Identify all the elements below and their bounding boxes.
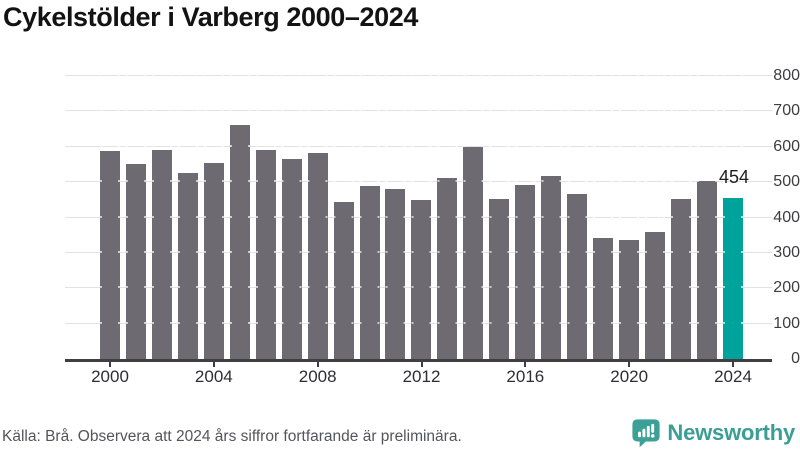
bar-2003 [177, 172, 198, 359]
value-label-2024: 454 [718, 167, 750, 188]
source-note: Källa: Brå. Observera att 2024 års siffr… [2, 428, 462, 445]
newsworthy-logo-icon [632, 419, 660, 448]
gridline-dots-100 [100, 321, 743, 324]
bar-2007 [281, 158, 302, 359]
bar-2020 [619, 239, 640, 359]
gridline-dots-200 [100, 286, 743, 289]
bar-2009 [333, 201, 354, 359]
bar-2024 [722, 198, 743, 359]
x-axis-label-2000: 2000 [91, 367, 129, 386]
gridline-dots-500 [100, 180, 743, 183]
y-axis-label-100: 100 [773, 314, 800, 332]
bar-2013 [437, 177, 458, 359]
x-axis-label-2004: 2004 [194, 367, 233, 386]
bar-2021 [645, 232, 666, 359]
bar-2022 [670, 199, 691, 359]
bar-2016 [515, 184, 536, 359]
bar-2000 [100, 151, 120, 359]
gridline-dots-700 [100, 109, 743, 112]
x-tick-2024 [732, 361, 734, 367]
x-axis-label-2012: 2012 [402, 367, 441, 386]
gridline-dots-300 [100, 250, 743, 253]
x-tick-2016 [524, 361, 527, 367]
newsworthy-logo[interactable]: Newsworthy [631, 418, 795, 448]
bar-2023 [696, 180, 717, 359]
bar-2014 [463, 146, 484, 359]
bar-2008 [307, 152, 328, 359]
plot-area [65, 74, 772, 362]
y-axis-label-500: 500 [773, 173, 800, 191]
y-axis-label-400: 400 [773, 208, 800, 226]
bar-2010 [359, 186, 380, 359]
x-axis-label-2008: 2008 [298, 367, 337, 386]
bar-2017 [541, 176, 562, 359]
y-axis-label-0: 0 [791, 350, 800, 367]
bar-2005 [229, 124, 250, 359]
y-axis-label-800: 800 [773, 67, 800, 84]
x-tick-2012 [420, 361, 423, 367]
y-axis-label-700: 700 [773, 102, 800, 120]
bar-2004 [203, 162, 224, 359]
x-tick-2000 [109, 361, 111, 367]
bar-2001 [125, 164, 146, 359]
y-axis-label-200: 200 [773, 279, 800, 297]
gridline-dots-400 [100, 215, 743, 218]
gridline-dots-600 [100, 144, 743, 147]
x-axis-label-2024: 2024 [714, 367, 752, 386]
bar-2019 [593, 237, 614, 359]
bar-2012 [411, 199, 432, 359]
chart-title: Cykelstölder i Varberg 2000–2024 [3, 2, 418, 32]
bar-2002 [151, 149, 172, 359]
bars-group [100, 76, 743, 359]
y-axis-label-300: 300 [773, 243, 800, 261]
bar-2018 [567, 193, 588, 359]
x-tick-2004 [212, 361, 215, 367]
y-axis-label-600: 600 [773, 137, 800, 155]
bar-2006 [255, 149, 276, 359]
newsworthy-logo-text: Newsworthy [667, 420, 795, 445]
x-tick-2008 [316, 361, 319, 367]
bar-2015 [489, 199, 510, 359]
x-axis-label-2020: 2020 [610, 367, 649, 386]
x-tick-2020 [628, 361, 631, 367]
x-axis-label-2016: 2016 [506, 367, 545, 386]
gridline-dots-800 [100, 74, 743, 76]
bar-2011 [385, 188, 406, 359]
